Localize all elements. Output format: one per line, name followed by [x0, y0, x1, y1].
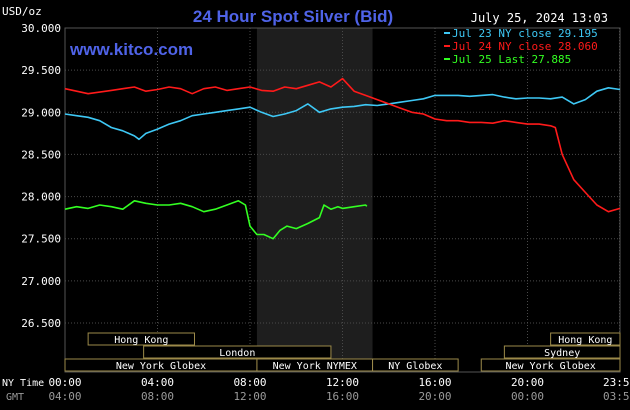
- y-axis-ticks: 30.000 29.500 29.000 28.500 28.000 27.500 27.0…: [21, 22, 61, 330]
- x-tick-label-ny: 00:00: [48, 376, 81, 389]
- y-tick-label: 29.500: [21, 64, 61, 77]
- plot-border: [64, 27, 621, 373]
- series-line-jul-23: [64, 87, 621, 141]
- chart-title: 24 Hour Spot Silver (Bid): [193, 7, 393, 26]
- nymex-highlight-band: [256, 28, 373, 372]
- y-tick-label: 29.000: [21, 106, 61, 119]
- series-line-jul-24: [64, 77, 621, 213]
- session-new-york-globex: New York Globex: [480, 358, 621, 372]
- session-hong-kong: Hong Kong: [87, 332, 195, 346]
- session-label: London: [219, 348, 255, 359]
- x-tick-label-ny: 20:00: [511, 376, 544, 389]
- x-tick-label-ny: 08:00: [233, 376, 266, 389]
- ny-time-label: NY Time: [2, 378, 44, 389]
- session-box: [503, 345, 621, 359]
- series-lines: [64, 77, 621, 240]
- session-new-york-nymex: New York NYMEX: [256, 358, 374, 372]
- session-label: New York Globex: [116, 361, 206, 372]
- unit-label: USD/oz: [2, 5, 42, 18]
- x-tick-label-ny: 12:00: [326, 376, 359, 389]
- legend-item: Jul 25 Last 27.885: [452, 53, 571, 66]
- session-box: [480, 358, 621, 372]
- x-tick-label-gmt: 12:00: [233, 390, 266, 403]
- y-tick-label: 26.500: [21, 317, 61, 330]
- legend-item: Jul 24 NY close 28.060: [452, 40, 598, 53]
- timestamp: July 25, 2024 13:03: [471, 11, 608, 25]
- session-ny-globex: NY Globex: [372, 358, 459, 372]
- y-tick-label: 30.000: [21, 22, 61, 35]
- series-line-jul-25: [64, 200, 368, 240]
- site-link[interactable]: www.kitco.com: [69, 40, 193, 59]
- session-box: [87, 332, 195, 346]
- session-label: NY Globex: [388, 361, 442, 372]
- x-tick-label-ny: 23:59: [603, 376, 630, 389]
- session-box: [372, 358, 459, 372]
- legend-item: Jul 23 NY close 29.195: [452, 27, 598, 40]
- session-label: Hong Kong: [558, 335, 612, 346]
- session-label: New York Globex: [505, 361, 595, 372]
- gmt-label: GMT: [6, 392, 24, 403]
- x-tick-label-gmt: 00:00: [511, 390, 544, 403]
- x-tick-label-ny: 04:00: [141, 376, 174, 389]
- session-label: New York NYMEX: [273, 361, 357, 372]
- x-tick-label-gmt: 20:00: [418, 390, 451, 403]
- session-sydney: Sydney: [503, 345, 621, 359]
- x-tick-label-gmt: 03:59: [603, 390, 630, 403]
- session-box: [143, 345, 332, 359]
- y-tick-label: 28.000: [21, 191, 61, 204]
- x-tick-label-gmt: 08:00: [141, 390, 174, 403]
- session-new-york-globex: New York Globex: [64, 358, 258, 372]
- y-tick-label: 27.000: [21, 275, 61, 288]
- session-hong-kong: Hong Kong: [550, 332, 621, 346]
- market-sessions: Hong Kong London New York Globex New York N…: [64, 332, 621, 372]
- x-axis-ticks: 00:0004:0004:0008:0008:0012:0012:0016:00…: [48, 376, 630, 403]
- session-label: Sydney: [544, 348, 580, 359]
- y-tick-label: 28.500: [21, 148, 61, 161]
- x-tick-label-ny: 16:00: [418, 376, 451, 389]
- x-tick-label-gmt: 16:00: [326, 390, 359, 403]
- session-box: [550, 332, 621, 346]
- session-london: London: [143, 345, 332, 359]
- x-tick-label-gmt: 04:00: [48, 390, 81, 403]
- grid: [64, 27, 621, 373]
- y-tick-label: 27.500: [21, 233, 61, 246]
- session-label: Hong Kong: [114, 335, 168, 346]
